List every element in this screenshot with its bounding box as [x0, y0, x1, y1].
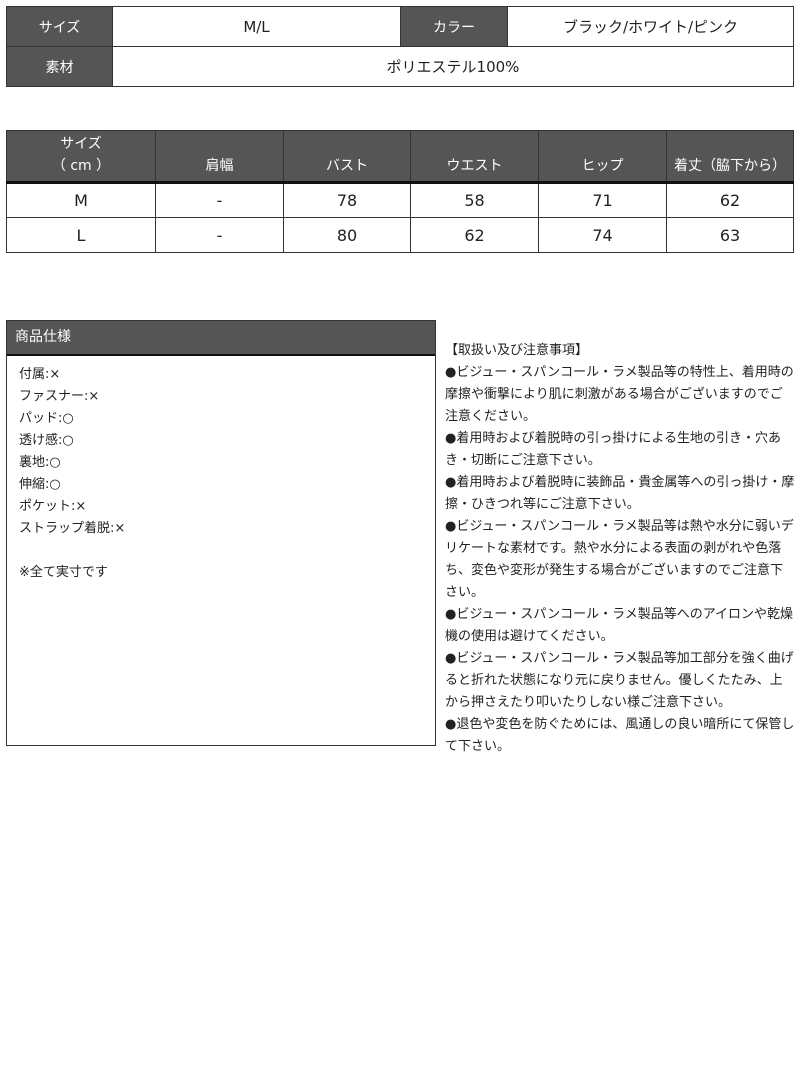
note-item: ●退色や変色を防ぐためには、風通しの良い暗所にて保管して下さい。	[445, 717, 795, 754]
header-shoulder: 肩幅	[155, 130, 284, 184]
spec-item: 裏地:○	[19, 455, 61, 470]
cell: 74	[538, 217, 667, 253]
care-notes: 【取扱い及び注意事項】 ●ビジュー・スパンコール・ラメ製品等の特性上、着用時の摩…	[445, 340, 795, 758]
header-size-label: サイズ	[60, 136, 102, 152]
note-item: ●ビジュー・スパンコール・ラメ製品等へのアイロンや乾燥機の使用は避けてください。	[445, 607, 794, 644]
spec-item: ストラップ着脱:×	[19, 521, 126, 536]
table-row: L - 80 62 74 63	[6, 217, 794, 253]
notes-title: 【取扱い及び注意事項】	[445, 343, 589, 358]
cell: 78	[283, 182, 411, 218]
header-size-unit: （ cm ）	[51, 158, 111, 174]
spec-item: パッド:○	[19, 411, 74, 426]
cell: M	[6, 182, 156, 218]
header-hip: ヒップ	[538, 130, 667, 184]
header-waist: ウエスト	[410, 130, 539, 184]
spec-note: ※全て実寸です	[19, 565, 108, 580]
size-value: M/L	[112, 6, 401, 47]
spec-list: 付属:× ファスナー:× パッド:○ 透け感:○ 裏地:○ 伸縮:○ ポケット:…	[7, 356, 435, 592]
spec-item: 付属:×	[19, 367, 61, 382]
basic-info-table: サイズ M/L カラー ブラック/ホワイト/ピンク 素材 ポリエステル100%	[6, 6, 794, 87]
cell: 63	[666, 217, 794, 253]
cell: 62	[410, 217, 539, 253]
material-value: ポリエステル100%	[112, 46, 794, 87]
cell: 80	[283, 217, 411, 253]
color-label: カラー	[400, 6, 508, 47]
spec-title: 商品仕様	[7, 321, 435, 356]
cell: 58	[410, 182, 539, 218]
material-label: 素材	[6, 46, 113, 87]
size-table-header: サイズ （ cm ） 肩幅 バスト ウエスト ヒップ 着丈（脇下から）	[6, 130, 794, 184]
note-item: ●ビジュー・スパンコール・ラメ製品等は熱や水分に弱いデリケートな素材です。熱や水…	[445, 519, 794, 600]
spec-item: ポケット:×	[19, 499, 87, 514]
product-spec-box: 商品仕様 付属:× ファスナー:× パッド:○ 透け感:○ 裏地:○ 伸縮:○ …	[6, 320, 436, 746]
spec-item: ファスナー:×	[19, 389, 100, 404]
note-item: ●着用時および着脱時に装飾品・貴金属等への引っ掛け・摩擦・ひきつれ等にご注意下さ…	[445, 475, 795, 512]
size-label: サイズ	[6, 6, 113, 47]
header-size: サイズ （ cm ）	[6, 130, 156, 184]
spec-item: 伸縮:○	[19, 477, 61, 492]
cell: L	[6, 217, 156, 253]
size-table: サイズ （ cm ） 肩幅 バスト ウエスト ヒップ 着丈（脇下から） M - 7…	[6, 130, 794, 253]
header-length: 着丈（脇下から）	[666, 130, 794, 184]
header-bust: バスト	[283, 130, 411, 184]
color-value: ブラック/ホワイト/ピンク	[507, 6, 794, 47]
cell: 71	[538, 182, 667, 218]
cell: 62	[666, 182, 794, 218]
note-item: ●着用時および着脱時の引っ掛けによる生地の引き・穴あき・切断にご注意下さい。	[445, 431, 781, 468]
cell: -	[155, 217, 284, 253]
note-item: ●ビジュー・スパンコール・ラメ製品等加工部分を強く曲げると折れた状態になり元に戻…	[445, 651, 794, 710]
cell: -	[155, 182, 284, 218]
spec-item: 透け感:○	[19, 433, 74, 448]
table-row: M - 78 58 71 62	[6, 182, 794, 218]
note-item: ●ビジュー・スパンコール・ラメ製品等の特性上、着用時の摩擦や衝撃により肌に刺激が…	[445, 365, 794, 424]
